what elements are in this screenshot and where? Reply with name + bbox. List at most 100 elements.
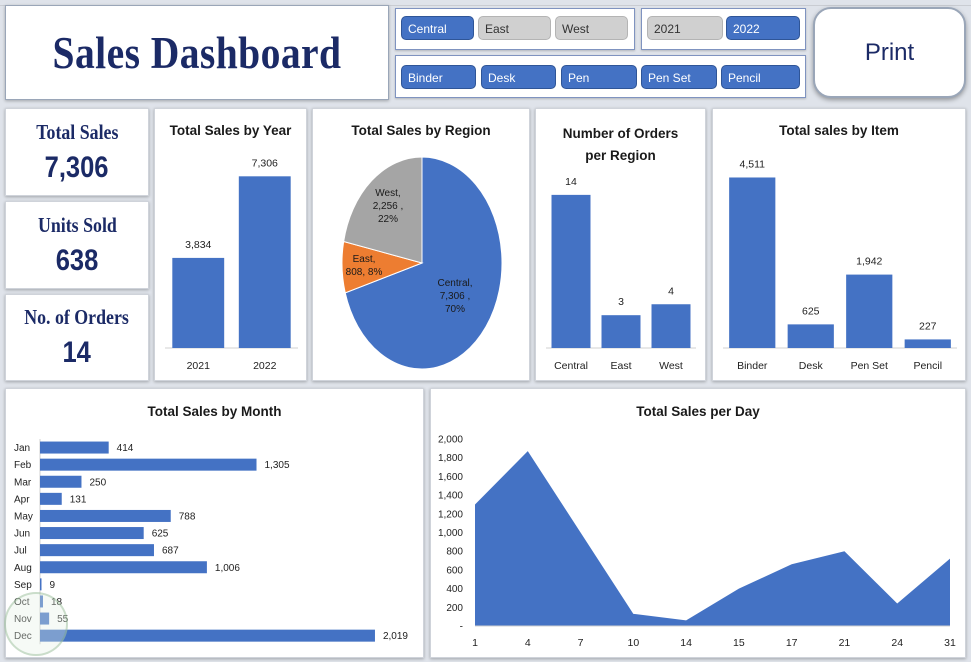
print-button[interactable]: Print	[813, 7, 966, 98]
y-tick-label: 1,600	[438, 472, 463, 483]
chart-title: Total Sales by Year	[169, 123, 292, 138]
slicer-region-east[interactable]: East	[478, 16, 551, 40]
slicer-label: West	[562, 22, 590, 36]
chart-title: Total sales by Item	[779, 123, 899, 138]
data-label: 788	[179, 511, 196, 522]
bar	[904, 339, 951, 348]
y-tick-label: 200	[446, 603, 463, 614]
x-tick-label: 17	[786, 637, 798, 649]
slicer-item-pen-set[interactable]: Pen Set	[641, 65, 717, 89]
slicer-year-2021[interactable]: 2021	[647, 16, 723, 40]
chart-title-line: Number of Orders	[562, 126, 679, 141]
kpi-units-sold: Units Sold 638	[5, 201, 149, 289]
y-tick-label: 2,000	[438, 435, 463, 446]
slicer-label: East	[485, 22, 510, 36]
slicer-label: Pencil	[728, 71, 761, 85]
slicer-item-pen[interactable]: Pen	[561, 65, 637, 89]
chart-sales-by-region: Total Sales by Region Central, 7,306 , 70%…	[312, 108, 530, 381]
x-tick-label: West	[659, 360, 683, 372]
slicer-label: 2021	[654, 22, 681, 36]
kpi-value: 7,306	[45, 150, 109, 184]
y-tick-label: May	[14, 511, 33, 522]
print-button-label: Print	[864, 38, 915, 66]
slice-label: West,	[375, 188, 400, 199]
bar	[551, 194, 591, 348]
slice-label: East,	[353, 254, 376, 265]
kpi-label: Total Sales	[35, 119, 119, 144]
bar	[601, 315, 641, 348]
slice-label: 70%	[445, 304, 465, 315]
chart-title: Total Sales by Region	[351, 123, 491, 138]
bar	[238, 176, 291, 348]
kpi-total-sales: Total Sales 7,306	[5, 108, 149, 196]
chart-title: Total Sales per Day	[636, 404, 760, 419]
slice-label: Central,	[437, 278, 472, 289]
data-label: 14	[565, 176, 577, 188]
bar	[40, 509, 171, 522]
kpi-label: Units Sold	[37, 212, 117, 237]
chart-sales-by-year: Total Sales by Year 3,834 2021 7,306 2022	[154, 108, 307, 381]
y-tick-label: Jun	[14, 529, 30, 540]
x-tick-label: East	[610, 360, 631, 372]
y-tick-label: Jan	[14, 443, 30, 454]
y-tick-label: 1,200	[438, 509, 463, 520]
chart-svg: 14 Central 3 East 4 West	[546, 176, 696, 372]
bar	[40, 458, 257, 471]
x-tick-label: 31	[944, 637, 956, 649]
bar	[40, 492, 62, 505]
x-tick-label: Desk	[799, 360, 824, 372]
data-label: 7,306	[252, 157, 278, 169]
y-tick-label: Apr	[14, 494, 30, 505]
bar	[651, 304, 691, 348]
pie-slice	[343, 156, 423, 264]
chart-svg: 3,834 2021 7,306 2022	[165, 157, 298, 372]
slicer-item-pencil[interactable]: Pencil	[721, 65, 800, 89]
item-slicer: Binder Desk Pen Pen Set Pencil	[395, 55, 806, 98]
watermark-logo	[4, 592, 68, 656]
x-tick-label: 2021	[187, 360, 211, 372]
chart-svg: Central, 7,306 , 70% East, 808, 8% West, 2,256…	[341, 156, 503, 370]
data-label: 227	[919, 320, 937, 332]
x-tick-label: 10	[627, 637, 639, 649]
slice-label: 7,306 ,	[440, 291, 471, 302]
slice-label: 808, 8%	[346, 267, 383, 278]
data-label: 2,019	[383, 631, 408, 642]
data-label: 414	[117, 443, 134, 454]
bar	[846, 274, 893, 348]
data-label: 250	[89, 477, 106, 488]
dashboard-title: Sales Dashboard	[52, 27, 342, 78]
bar	[40, 527, 144, 540]
slicer-item-binder[interactable]: Binder	[401, 65, 476, 89]
chart-svg: - 200 400 600 800 1,000 1,200 1,400 1,600 1,800 2,…	[438, 435, 956, 650]
data-label: 3,834	[185, 239, 211, 251]
data-label: 3	[618, 296, 624, 308]
sheet-gridline	[0, 0, 971, 6]
slicer-label: Desk	[488, 71, 516, 85]
area-series	[475, 451, 950, 626]
bar	[40, 578, 42, 591]
data-label: 687	[162, 546, 179, 557]
bar	[729, 177, 776, 348]
bar	[787, 324, 834, 348]
dashboard-title-box: Sales Dashboard	[5, 5, 389, 100]
slicer-region-west[interactable]: West	[555, 16, 628, 40]
slicer-region-central[interactable]: Central	[401, 16, 474, 40]
slicer-label: 2022	[733, 22, 760, 36]
data-label: 9	[50, 580, 56, 591]
slice-label: 22%	[378, 214, 398, 225]
slicer-label: Pen Set	[648, 71, 691, 85]
bar	[40, 544, 154, 557]
y-tick-label: Sep	[14, 580, 32, 591]
y-tick-label: 600	[446, 565, 463, 576]
chart-title: Number of Orders per Region	[536, 123, 705, 167]
slicer-year-2022[interactable]: 2022	[726, 16, 800, 40]
x-tick-label: Pen Set	[851, 360, 888, 372]
bar	[40, 441, 109, 454]
x-tick-label: 14	[680, 637, 692, 649]
slicer-item-desk[interactable]: Desk	[481, 65, 556, 89]
x-tick-label: Pencil	[913, 360, 942, 372]
slice-label: 2,256 ,	[373, 201, 404, 212]
kpi-label: No. of Orders	[24, 305, 130, 329]
bar	[40, 561, 207, 574]
x-tick-label: 2022	[253, 360, 277, 372]
